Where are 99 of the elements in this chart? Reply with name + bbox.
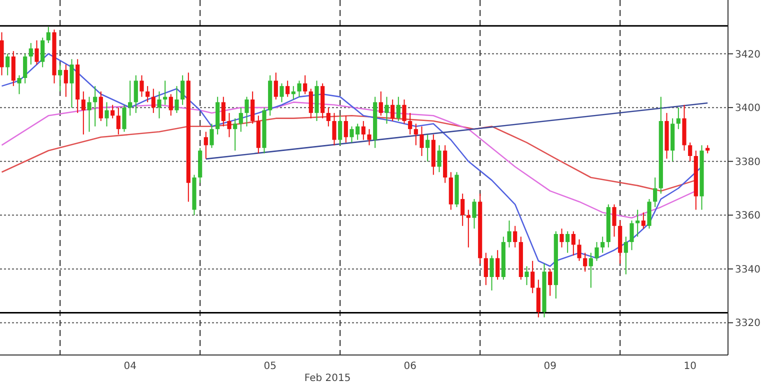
- candlestick: [472, 198, 476, 230]
- candlestick: [496, 250, 500, 280]
- candlestick: [490, 254, 494, 291]
- candlestick: [548, 268, 552, 296]
- candlestick: [484, 252, 488, 286]
- candlestick: [274, 72, 278, 100]
- candlestick: [122, 104, 126, 132]
- candlestick: [81, 90, 86, 135]
- candlestick: [420, 126, 424, 156]
- candlestick: [17, 74, 22, 95]
- candlestick: [688, 142, 692, 162]
- candlestick: [378, 90, 383, 116]
- candlestick: [588, 252, 593, 288]
- candlestick: [157, 90, 162, 119]
- candlestick: [426, 134, 430, 162]
- candlestick: [676, 107, 680, 130]
- candlestick: [402, 99, 406, 124]
- candlestick: [583, 252, 588, 272]
- candlestick: [326, 107, 330, 127]
- candlestick: [128, 80, 132, 116]
- candlestick: [408, 112, 412, 135]
- y-tick-label: 3340: [735, 264, 760, 276]
- candlestick: [110, 104, 115, 119]
- candlestick: [396, 96, 400, 122]
- candlestick: [140, 74, 144, 98]
- candlestick: [308, 88, 313, 119]
- candlestick: [303, 74, 308, 95]
- candlestick: [6, 53, 10, 76]
- candlestick: [414, 123, 418, 146]
- candlestick: [64, 64, 68, 98]
- candlestick: [250, 90, 255, 124]
- candlestick: [612, 204, 616, 238]
- candlestick: [34, 40, 39, 66]
- y-tick-label: 3400: [735, 103, 760, 114]
- candlestick: [560, 228, 564, 248]
- candlestick: [46, 26, 50, 44]
- candlestick: [227, 112, 232, 138]
- candlestick: [367, 128, 372, 146]
- line-series: [1, 53, 702, 267]
- candlestick: [624, 236, 628, 275]
- candlestick: [577, 238, 582, 262]
- candlestick: [180, 74, 185, 106]
- candlestick: [390, 99, 395, 122]
- x-tick-label: 10: [684, 361, 696, 372]
- candlestick: [70, 58, 74, 108]
- candlestick: [600, 236, 605, 254]
- candlestick: [384, 96, 389, 124]
- candlestick: [286, 80, 290, 98]
- y-tick-label: 3420: [735, 49, 760, 60]
- candlestick: [151, 88, 156, 114]
- candlestick: [87, 96, 92, 132]
- candlestick: [238, 107, 243, 132]
- candlestick: [233, 118, 238, 152]
- candlestick: [134, 74, 138, 114]
- candlestick: [210, 123, 214, 148]
- candlestick: [507, 220, 512, 248]
- y-tick-label: 3380: [735, 156, 760, 168]
- candlestick: [221, 96, 226, 127]
- candlestick: [146, 86, 150, 103]
- candlestick: [571, 230, 576, 256]
- candlestick: [344, 115, 348, 144]
- candlestick: [437, 144, 442, 173]
- x-tick-label: 09: [544, 361, 556, 372]
- candlestick: [466, 209, 470, 248]
- candlestick: [204, 131, 208, 160]
- candlestick: [524, 266, 529, 286]
- candlestick: [653, 177, 658, 208]
- candlestick: [297, 80, 302, 98]
- candlestick: [98, 90, 103, 122]
- candlestick: [566, 230, 570, 254]
- candlestick: [116, 107, 120, 135]
- x-axis-title: Feb 2015: [304, 373, 351, 384]
- candlestick: [332, 112, 336, 146]
- candlestick: [513, 225, 518, 248]
- candlestick: [40, 37, 45, 68]
- candlestick: [530, 260, 535, 294]
- candlestick: [23, 53, 28, 84]
- candlestick: [280, 82, 284, 103]
- candlestick: [28, 42, 33, 66]
- y-tick-label: 3320: [735, 318, 760, 330]
- x-tick-label: 04: [124, 361, 136, 372]
- x-tick-label: 06: [404, 361, 416, 372]
- candlestick: [594, 242, 599, 262]
- candlestick: [244, 96, 249, 127]
- candlestick: [163, 80, 168, 106]
- candlestick: [174, 86, 179, 114]
- x-tick-label: 05: [264, 361, 276, 372]
- y-tick-label: 3360: [735, 210, 760, 222]
- candlestick: [460, 193, 465, 226]
- candlestick: [93, 86, 98, 127]
- candlestick: [641, 212, 646, 230]
- candlestick: [168, 94, 173, 116]
- candlestick: [291, 86, 296, 100]
- candlestick: [104, 102, 109, 127]
- candlestick: [636, 209, 640, 238]
- candlestick: [58, 64, 62, 92]
- candlestick: [338, 115, 342, 146]
- candlestick: [630, 220, 634, 251]
- candlestick: [361, 120, 366, 140]
